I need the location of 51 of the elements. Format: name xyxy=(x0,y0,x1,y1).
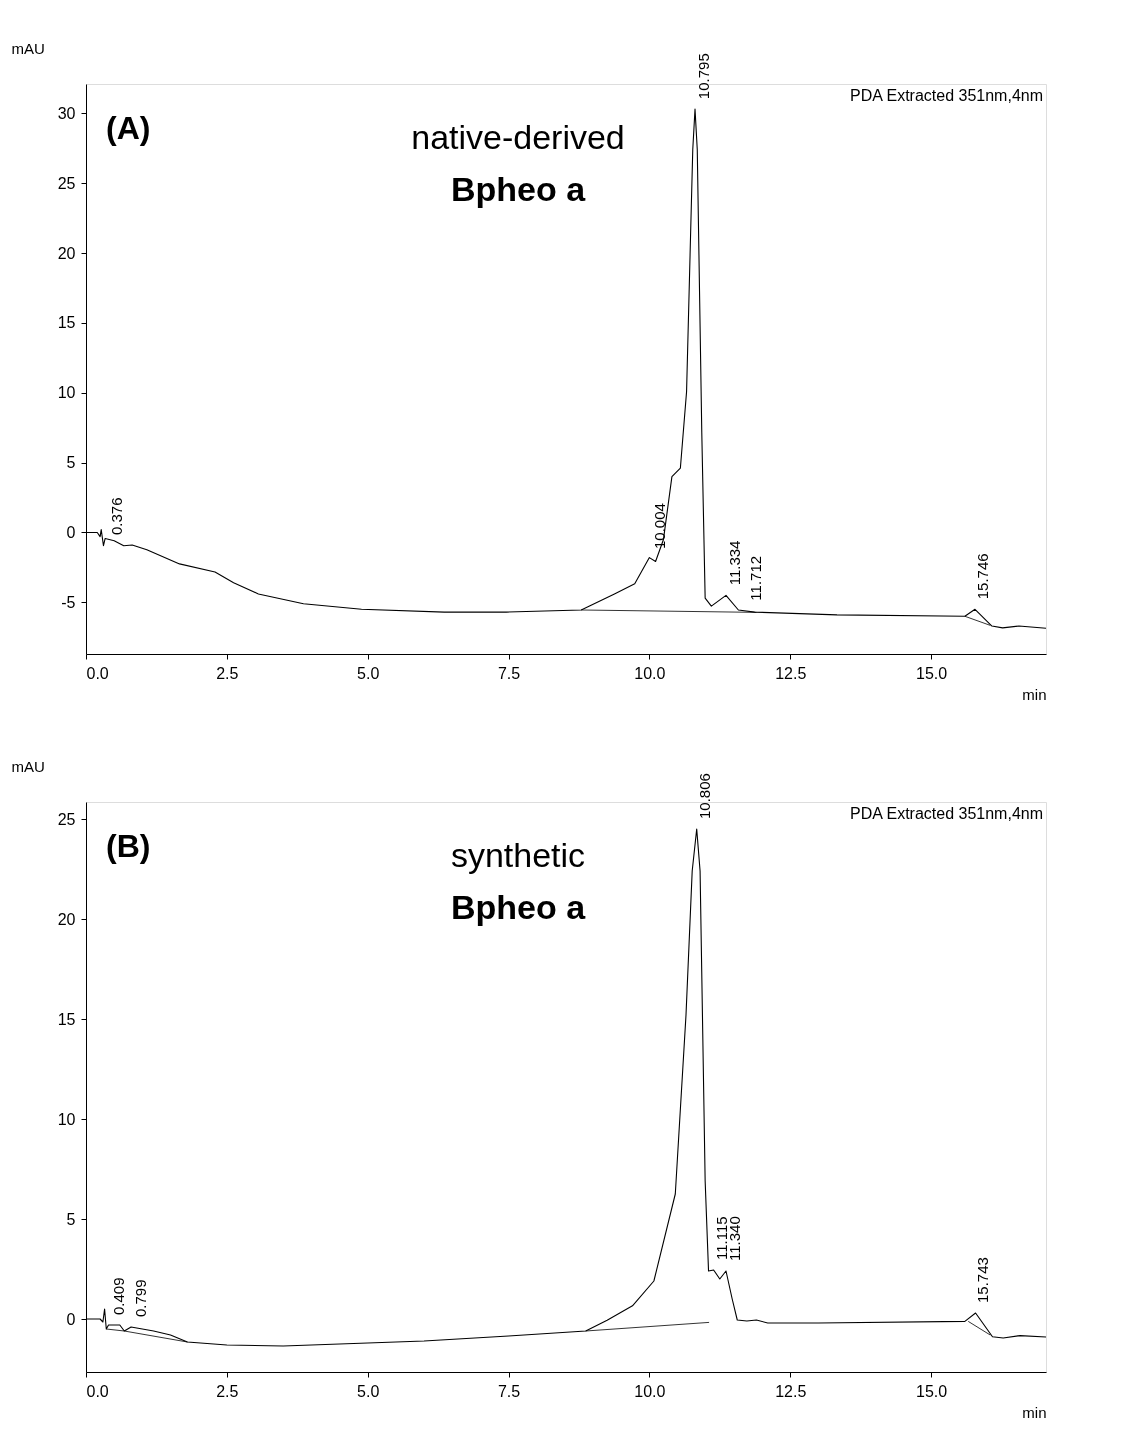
annotation: native-derived xyxy=(411,118,625,156)
x-tick-label: 2.5 xyxy=(216,664,239,682)
annotation: PDA Extracted 351nm,4nm xyxy=(850,805,1043,822)
x-tick-label: 10.0 xyxy=(634,664,666,682)
x-tick-label: 7.5 xyxy=(497,664,521,682)
y-axis-title: mAU xyxy=(11,757,45,775)
y-tick-label: 5 xyxy=(66,1210,76,1228)
y-tick-label: 25 xyxy=(57,174,76,192)
annotation: 0.799 xyxy=(132,1279,150,1317)
annotation: 0.376 xyxy=(108,497,126,536)
x-tick-label: 2.5 xyxy=(216,1382,239,1400)
annotation: 11.115 xyxy=(713,1216,731,1260)
annotation: 0.409 xyxy=(110,1277,128,1315)
y-tick-label: 25 xyxy=(57,810,76,828)
annotation: Bpheo a xyxy=(450,888,587,926)
y-tick-label: 10 xyxy=(57,384,76,402)
x-axis-title: min xyxy=(1022,1403,1047,1421)
y-tick-label: 15 xyxy=(57,314,76,332)
x-tick-label: 0.0 xyxy=(86,664,109,682)
x-tick-label: 15.0 xyxy=(916,664,948,682)
x-tick-label: 10.0 xyxy=(634,1382,666,1400)
annotation: PDA Extracted 351nm,4nm xyxy=(850,87,1043,104)
x-axis-title: min xyxy=(1022,685,1047,703)
annotation: 15.746 xyxy=(974,553,992,600)
annotation: (B) xyxy=(106,828,151,864)
y-tick-label: 5 xyxy=(66,454,76,472)
annotation: synthetic xyxy=(450,836,586,874)
y-tick-label: 15 xyxy=(57,1010,76,1028)
x-tick-label: 15.0 xyxy=(916,1382,948,1400)
y-tick-label: 0 xyxy=(66,1310,76,1328)
y-tick-label: 30 xyxy=(57,104,76,122)
x-tick-label: 0.0 xyxy=(86,1382,109,1400)
annotation: 10.004 xyxy=(650,503,668,549)
y-tick-label: 20 xyxy=(57,244,76,262)
annotation: 10.806 xyxy=(695,773,713,819)
x-tick-label: 5.0 xyxy=(357,664,380,682)
annotation: Bpheo a xyxy=(450,170,587,208)
annotation: 10.795 xyxy=(695,53,713,100)
y-axis-title: mAU xyxy=(11,39,45,57)
x-tick-label: 12.5 xyxy=(775,1382,807,1400)
x-tick-label: 12.5 xyxy=(775,664,807,682)
annotation: 15.743 xyxy=(973,1257,991,1303)
y-tick-label: 0 xyxy=(66,523,76,541)
x-tick-label: 5.0 xyxy=(357,1382,380,1400)
annotation: (A) xyxy=(106,110,151,146)
y-tick-label: 20 xyxy=(57,910,76,928)
x-tick-label: 7.5 xyxy=(497,1382,521,1400)
y-tick-label: -5 xyxy=(61,593,76,611)
y-tick-label: 10 xyxy=(57,1110,76,1128)
annotation: 11.334 xyxy=(725,540,743,586)
annotation: 11.712 xyxy=(746,555,764,601)
